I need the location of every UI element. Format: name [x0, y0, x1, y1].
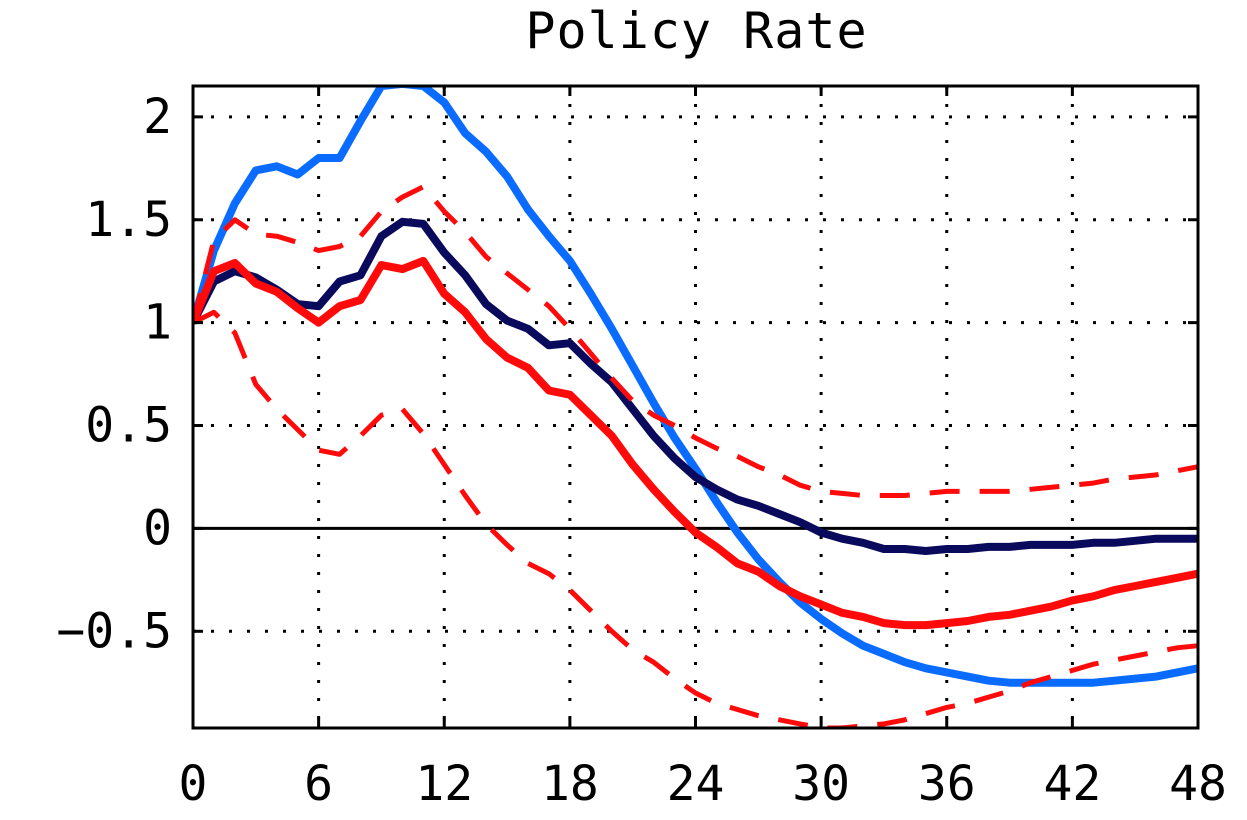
x-tick-label: 36: [918, 756, 976, 812]
axes: [191, 84, 1200, 730]
x-tick-label: 12: [415, 756, 473, 812]
series-line-2: [193, 217, 1198, 555]
x-tick-label: 0: [179, 756, 208, 812]
grid-lines: [193, 86, 1198, 728]
x-tick-label: 30: [792, 756, 850, 812]
series-line-4: [193, 184, 1198, 498]
y-tick-label: 1: [143, 295, 172, 351]
x-tick-label: 24: [667, 756, 725, 812]
y-tick-label: −0.5: [56, 603, 172, 659]
series-line-3: [193, 256, 1198, 630]
y-tick-label: 0: [143, 500, 172, 556]
x-tick-label: 6: [304, 756, 333, 812]
y-tick-label: 2: [143, 89, 172, 145]
y-tick-label: 0.5: [85, 398, 172, 454]
x-tick-label: 18: [541, 756, 599, 812]
chart-title: Policy Rate: [525, 2, 868, 60]
y-tick-label: 1.5: [85, 192, 172, 248]
series-lines: [193, 86, 1198, 728]
series-line-5: [193, 309, 1198, 728]
plot-frame: [191, 84, 1200, 730]
x-tick-label: 42: [1043, 756, 1101, 812]
tick-labels: 0 6 12 18 24 30 36 42 48 2 1.5 1 0.5 0 −0.5: [56, 89, 1226, 812]
x-tick-label: 48: [1169, 756, 1227, 812]
